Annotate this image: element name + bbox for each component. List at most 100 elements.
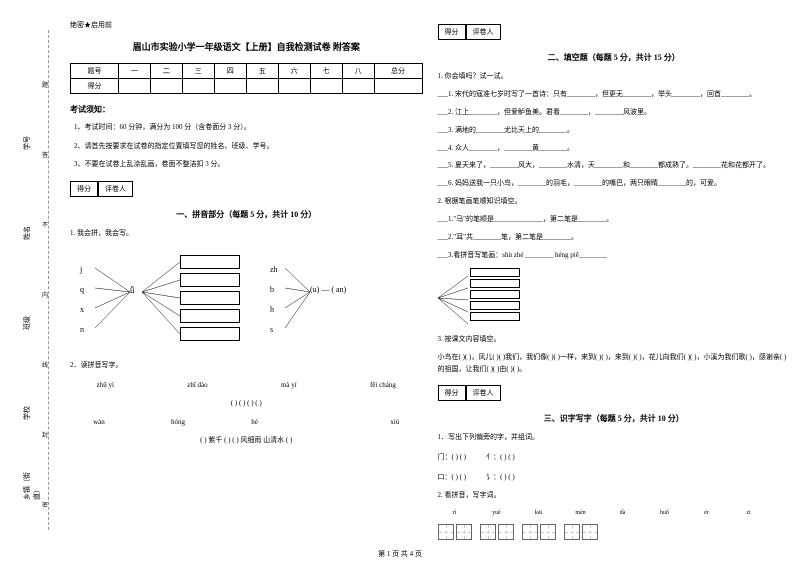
pinyin-diagram: j q x n ǖ zh b h s: [70, 250, 423, 350]
pg-1: yuè: [480, 510, 514, 516]
pg-5: huǒ: [648, 510, 682, 516]
char-box[interactable]: [438, 524, 454, 540]
q2-l1[interactable]: ___1. 宋代的寇准七岁时写了一首诗：只有________，但更无______…: [438, 89, 791, 101]
pinyin-grid-labels: rì yuè kāi mén dà huǒ ér zi: [438, 510, 791, 516]
q2-s1[interactable]: ___1."马"的笔顺是______________，第二笔是________。: [438, 214, 791, 226]
right-column: 得分 评卷人 二、填空题（每题 5 分，共计 15 分） 1. 你会填吗？试一试…: [438, 20, 791, 555]
py-2: mà yí: [281, 381, 297, 389]
gutter-field-3: 姓名: [22, 226, 32, 240]
judge-box-3: 得分 评卷人: [438, 385, 791, 401]
score-header-row: 题号 一 二 三 四 五 六 七 八 总分: [71, 64, 423, 79]
pg-4: dà: [606, 510, 640, 516]
score-value-row: 得分: [71, 79, 423, 94]
q2-1: 1. 你会填吗？试一试。: [438, 71, 791, 83]
page-footer: 第 1 页 共 4 页: [0, 549, 800, 559]
left-column: 绝密★启用前 眉山市实验小学一年级语文【上册】自我检测试卷 附答案 题号 一 二…: [70, 20, 423, 555]
q2-3: 3. 按课文内容填空。: [438, 334, 791, 346]
dr-0: zh: [270, 260, 278, 280]
section-1-title: 一、拼音部分（每题 5 分，共计 10 分）: [70, 209, 423, 220]
gutter-dashline: [48, 30, 49, 530]
section-3-title: 三、识字写字（每题 5 分，共计 10 分）: [438, 413, 791, 424]
gutter-field-4: 学号: [22, 136, 32, 150]
notice-heading: 考试须知：: [70, 104, 423, 115]
pinyin-row-1: zhǔ yì zhī dào mà yí fēi cháng: [70, 381, 423, 389]
seal-char-5: 答: [42, 150, 48, 159]
gg: [564, 524, 598, 540]
rad-2b[interactable]: 讠：( ) ( ): [486, 472, 515, 482]
diagram-r2: (u) — ( an): [310, 285, 346, 294]
dbox[interactable]: [180, 291, 240, 305]
q2-l6[interactable]: ___6. 妈妈送我一只小鸟，________的羽毛，________的嘴巴，两…: [438, 178, 791, 190]
char-box[interactable]: [456, 524, 472, 540]
char-box[interactable]: [498, 524, 514, 540]
q2-2: 2. 根据笔画笔顺知识填空。: [438, 196, 791, 208]
grader-cell: 评卷人: [466, 385, 501, 401]
rbox[interactable]: [470, 268, 520, 277]
q2-s3[interactable]: ___3.看拼音写笔画：shù zhé ________ héng piě___…: [438, 250, 791, 262]
pg-2: kāi: [522, 510, 556, 516]
char-box[interactable]: [564, 524, 580, 540]
char-box[interactable]: [582, 524, 598, 540]
pg-0: rì: [438, 510, 472, 516]
section-2-title: 二、填空题（每题 5 分，共计 15 分）: [438, 52, 791, 63]
rbox[interactable]: [470, 290, 520, 299]
seal-char-0: 密: [42, 500, 48, 509]
rule-2: 2、请首先按要求在试卷的指定位置填写您的姓名、班级、学号。: [74, 140, 423, 153]
judge-box-2: 得分 评卷人: [438, 24, 791, 40]
rad-2a[interactable]: 口：( ) ( ): [438, 472, 467, 482]
char-grid-row: [438, 524, 791, 540]
py2-1: hóng: [171, 418, 185, 426]
th-5: 五: [246, 64, 278, 79]
char-box[interactable]: [480, 524, 496, 540]
rad-1b[interactable]: 亻：( ) ( ): [486, 452, 515, 462]
rbox[interactable]: [470, 301, 520, 310]
gg: [438, 524, 472, 540]
dbox[interactable]: [180, 327, 240, 341]
exam-title: 眉山市实验小学一年级语文【上册】自我检测试卷 附答案: [70, 40, 423, 53]
diagram-left-letters: j q x n: [80, 260, 84, 340]
char-box[interactable]: [540, 524, 556, 540]
rbox[interactable]: [470, 312, 520, 321]
right-diagram: [438, 268, 791, 328]
q1-2: 2．读拼音写字。: [70, 360, 423, 372]
py2-4: xiù: [390, 418, 399, 426]
py-3: fēi cháng: [370, 381, 396, 389]
diagram-mid: ǖ: [130, 285, 135, 295]
rad-1a[interactable]: 门：( ) ( ): [438, 452, 467, 462]
q2-l2[interactable]: ___2. 江上________，但爱鲈鱼美。君看________，______…: [438, 107, 791, 119]
score-cell: 得分: [438, 24, 466, 40]
secret-label: 绝密★启用前: [70, 20, 423, 30]
score-row-label: 得分: [71, 79, 119, 94]
dr-1: b: [270, 280, 278, 300]
seal-char-2: 线: [42, 360, 48, 369]
rbox[interactable]: [470, 279, 520, 288]
seal-char-6: 题: [42, 80, 48, 89]
content-area: 绝密★启用前 眉山市实验小学一年级语文【上册】自我检测试卷 附答案 题号 一 二…: [60, 0, 800, 565]
pg-6: ér: [690, 510, 724, 516]
q2-p3[interactable]: 小鸟在( )( )，风儿( )( )我们，我们像( )( )一样，来到( )( …: [438, 352, 791, 376]
pg-7: zi: [732, 510, 766, 516]
char-box[interactable]: [522, 524, 538, 540]
th-0: 题号: [71, 64, 119, 79]
pg-3: mén: [564, 510, 598, 516]
dbox[interactable]: [180, 273, 240, 287]
line2[interactable]: ( ) 紫千 ( ) ( ) 风细雨 山清水 ( ): [70, 435, 423, 447]
dr-3: s: [270, 320, 278, 340]
pinyin-row-2: wàn hóng hé xiù: [70, 418, 423, 426]
th-7: 七: [310, 64, 342, 79]
q2-s2[interactable]: ___2."耳"共________笔，第二笔是________。: [438, 232, 791, 244]
radical-row-1: 门：( ) ( ) 亻：( ) ( ): [438, 452, 791, 462]
th-6: 六: [278, 64, 310, 79]
py2-0: wàn: [93, 418, 105, 426]
py-1: zhī dào: [187, 381, 207, 389]
gg: [480, 524, 514, 540]
gutter-field-2: 班级: [22, 316, 32, 330]
q2-l5[interactable]: ___5. 夏天来了，________风大，________水清，天______…: [438, 160, 791, 172]
dl-2: x: [80, 300, 84, 320]
dbox[interactable]: [180, 309, 240, 323]
q2-l4[interactable]: ___4. 众人________，________黄________。: [438, 143, 791, 155]
paren-row-1[interactable]: ( ) ( ) ( ) ( ): [70, 398, 423, 410]
grader-cell: 评卷人: [98, 181, 133, 197]
dbox[interactable]: [180, 255, 240, 269]
q2-l3[interactable]: ___3. 满地的________尤比天上的________。: [438, 125, 791, 137]
